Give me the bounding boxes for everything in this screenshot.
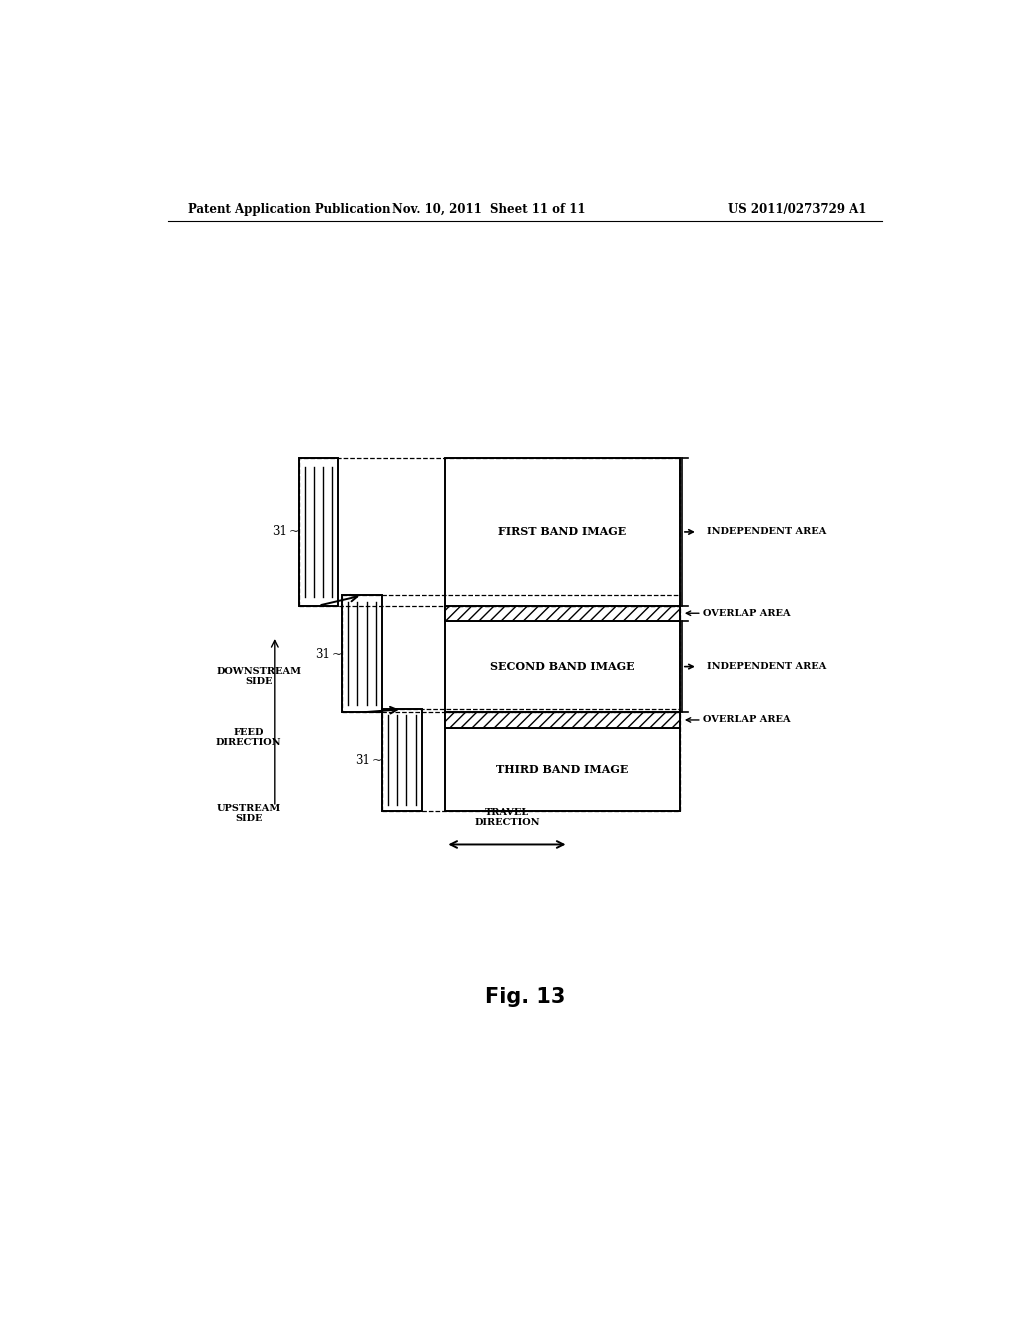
Bar bbox=[382, 709, 422, 810]
Text: 31: 31 bbox=[271, 525, 287, 539]
Text: ~: ~ bbox=[289, 525, 299, 539]
Text: 31: 31 bbox=[315, 648, 331, 661]
Text: TRAVEL
DIRECTION: TRAVEL DIRECTION bbox=[474, 808, 540, 828]
Text: US 2011/0273729 A1: US 2011/0273729 A1 bbox=[728, 203, 866, 216]
Text: OVERLAP AREA: OVERLAP AREA bbox=[703, 715, 791, 725]
Text: DOWNSTREAM
SIDE: DOWNSTREAM SIDE bbox=[216, 667, 301, 686]
Text: SECOND BAND IMAGE: SECOND BAND IMAGE bbox=[490, 661, 635, 672]
Bar bbox=[445, 458, 680, 620]
Text: ~: ~ bbox=[372, 754, 382, 767]
Text: THIRD BAND IMAGE: THIRD BAND IMAGE bbox=[497, 764, 629, 775]
Text: Fig. 13: Fig. 13 bbox=[484, 987, 565, 1007]
Text: 31: 31 bbox=[355, 754, 370, 767]
Text: INDEPENDENT AREA: INDEPENDENT AREA bbox=[708, 663, 826, 671]
Bar bbox=[445, 713, 680, 727]
Bar bbox=[445, 606, 680, 620]
Text: Patent Application Publication: Patent Application Publication bbox=[187, 203, 390, 216]
Text: UPSTREAM
SIDE: UPSTREAM SIDE bbox=[216, 804, 281, 824]
Bar bbox=[299, 458, 338, 606]
Bar bbox=[445, 620, 680, 727]
Text: OVERLAP AREA: OVERLAP AREA bbox=[703, 609, 791, 618]
Text: FIRST BAND IMAGE: FIRST BAND IMAGE bbox=[499, 527, 627, 537]
Text: Nov. 10, 2011  Sheet 11 of 11: Nov. 10, 2011 Sheet 11 of 11 bbox=[392, 203, 586, 216]
Bar bbox=[342, 595, 382, 713]
Bar bbox=[445, 727, 680, 810]
Text: ~: ~ bbox=[332, 648, 342, 661]
Text: INDEPENDENT AREA: INDEPENDENT AREA bbox=[708, 528, 826, 536]
Text: FEED
DIRECTION: FEED DIRECTION bbox=[216, 727, 282, 747]
